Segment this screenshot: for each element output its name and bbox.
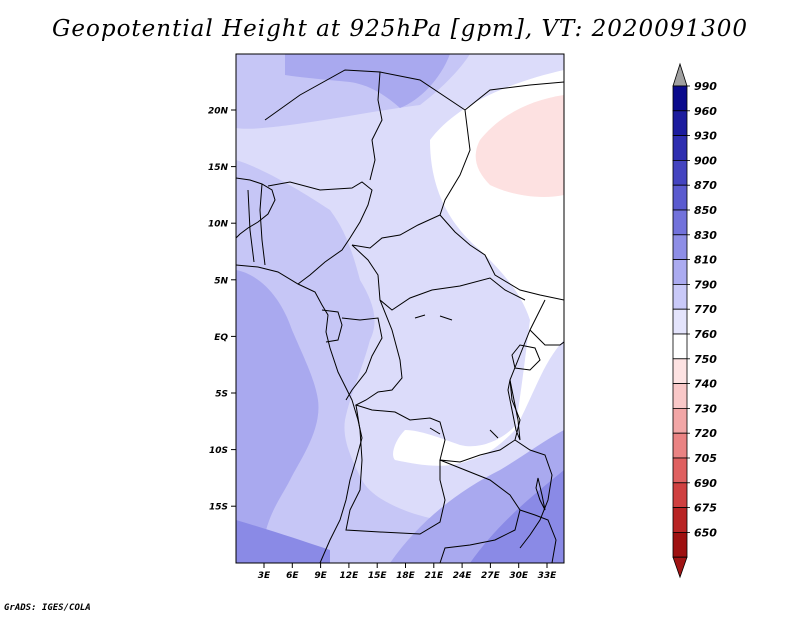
- lake-victoria: [511, 344, 541, 371]
- lon-label: 18E: [396, 571, 416, 581]
- colorbar-swatch: [672, 209, 688, 236]
- lat-label: 10N: [208, 220, 229, 230]
- border-sudan: [464, 81, 564, 111]
- colorbar-label: 740: [694, 378, 717, 391]
- border-chad: [351, 71, 471, 249]
- colorbar-label: 705: [694, 452, 717, 465]
- lon-label: 33E: [538, 571, 558, 581]
- border-mozambique: [519, 509, 557, 563]
- lon-label: 12E: [340, 571, 360, 581]
- lat-label: 5N: [214, 276, 228, 286]
- colorbar-swatch: [672, 110, 688, 137]
- lon-label: 9E: [314, 571, 327, 581]
- border-niger-north: [264, 69, 383, 181]
- latitude-axis: 20N 15N 10N 5N EQ 5S 10S 15S: [208, 107, 236, 513]
- colorbar-label: 830: [694, 229, 717, 242]
- field-pink-patch: [475, 95, 564, 197]
- colorbar-label: 690: [694, 477, 717, 490]
- colorbar-label: 730: [694, 402, 717, 415]
- colorbar-swatch: [672, 383, 688, 409]
- colorbar-label: 790: [694, 278, 717, 291]
- geopotential-field: [236, 54, 564, 563]
- colorbar-label: 960: [694, 105, 717, 118]
- border-tanzania: [514, 439, 553, 549]
- colorbar-swatch: [672, 407, 688, 434]
- colorbar-swatch: [672, 507, 688, 533]
- field-west-mid-blue: [236, 160, 564, 563]
- lon-label: 21E: [424, 571, 444, 581]
- colorbar-swatch: [672, 135, 688, 161]
- colorbar-label: 750: [694, 353, 717, 366]
- lon-label: 3E: [258, 571, 271, 581]
- border-nigeria: [267, 181, 373, 285]
- colorbar-label: 810: [694, 254, 717, 267]
- border-angola: [345, 404, 446, 535]
- colorbar-label: 990: [694, 80, 717, 93]
- longitude-axis: 3E 6E 9E 12E 15E 18E 21E 24E 27E 30E 33E: [258, 563, 557, 581]
- colorbar-label: 770: [694, 303, 717, 316]
- colorbar-label: 900: [694, 154, 717, 167]
- rivers-congo: [414, 314, 499, 439]
- colorbar-swatch: [672, 308, 688, 335]
- border-gabon: [321, 309, 343, 343]
- field-south-deep-blue: [236, 520, 330, 563]
- colorbar-label: 650: [694, 526, 717, 539]
- colorbar-swatch: [672, 457, 688, 484]
- colorbar-swatch: [672, 259, 688, 285]
- map-title: Geopotential Height at 925hPa [gpm], VT:…: [52, 16, 748, 42]
- colorbar-top-arrow: [672, 62, 688, 87]
- colorbar-label: 675: [694, 502, 717, 515]
- lat-label: 20N: [208, 107, 229, 117]
- lon-label: 30E: [509, 571, 529, 581]
- lat-label: 15N: [208, 163, 229, 173]
- border-congo: [341, 317, 383, 401]
- colorbar: 990 960 930 900 870 850 830 810 790 770 760 750 740 7…: [672, 62, 717, 579]
- lat-label: 15S: [209, 503, 228, 513]
- border-car: [351, 244, 526, 311]
- colorbar-swatch: [672, 85, 688, 112]
- colorbar-swatch: [672, 432, 688, 459]
- map-frame: [235, 53, 565, 564]
- colorbar-label: 720: [694, 427, 717, 440]
- country-borders: [236, 69, 564, 563]
- border-south-sudan: [439, 214, 564, 301]
- field-congo-light: [378, 288, 524, 441]
- lon-label: 6E: [286, 571, 299, 581]
- colorbar-swatch: [672, 532, 688, 558]
- lat-label: 5S: [215, 390, 228, 400]
- lat-label: 10S: [209, 446, 228, 456]
- lon-label: 27E: [481, 571, 501, 581]
- lake-malawi: [535, 477, 546, 511]
- colorbar-bottom-arrow: [672, 556, 688, 579]
- colorbar-label: 760: [694, 328, 717, 341]
- colorbar-label: 930: [694, 130, 717, 143]
- lon-label: 15E: [368, 571, 388, 581]
- border-ghana: [247, 183, 266, 266]
- field-north-mid-blue: [285, 54, 450, 108]
- field-southeast-mid-blue: [390, 430, 564, 563]
- coastline-west: [236, 177, 276, 239]
- colorbar-swatch: [672, 482, 688, 508]
- coastline-gulf: [236, 264, 363, 563]
- colorbar-label: 850: [694, 204, 717, 217]
- colorbar-swatch: [672, 358, 688, 384]
- lat-label: EQ: [214, 333, 228, 343]
- colorbar-label: 870: [694, 179, 717, 192]
- lon-label: 24E: [453, 571, 473, 581]
- colorbar-swatch: [672, 333, 688, 360]
- colorbar-swatch: [672, 234, 688, 261]
- border-east: [529, 329, 564, 346]
- field-coast-deep-blue: [236, 270, 319, 563]
- lake-tanganyika: [507, 379, 521, 441]
- colorbar-swatch: [672, 184, 688, 211]
- colorbar-swatch: [672, 159, 688, 186]
- credit-label: GrADS: IGES/COLA: [4, 603, 91, 613]
- colorbar-swatch: [672, 283, 688, 310]
- border-zambia: [439, 459, 521, 563]
